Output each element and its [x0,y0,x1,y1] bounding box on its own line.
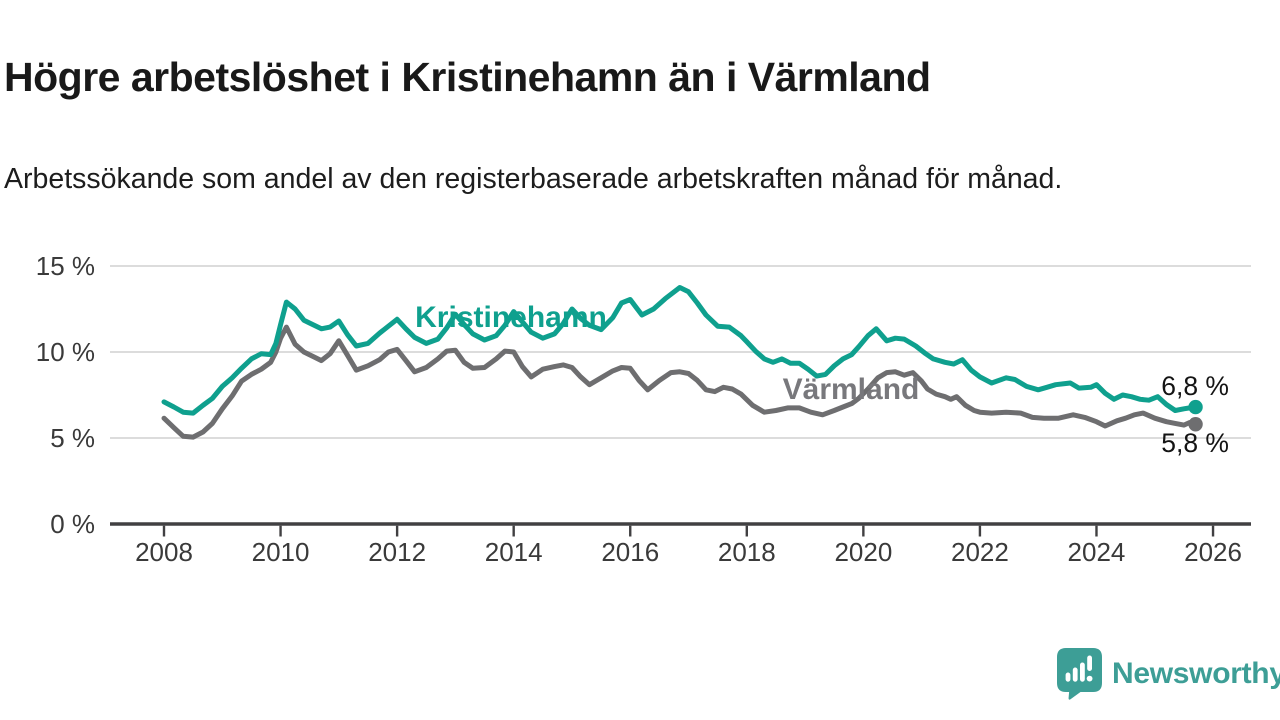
speech-bubble-shape [1057,648,1102,700]
x-tick-label-2016: 2016 [601,537,659,567]
x-tick-label-2026: 2026 [1184,537,1242,567]
x-tick-label-2008: 2008 [135,537,193,567]
newsworthy-wordmark: Newsworthy [1112,657,1280,690]
y-axis-tick-labels: 0 % 5 % 10 % 15 % [36,251,95,539]
end-dot-värmland [1188,417,1203,432]
series-end-markers: 6,8 % 5,8 % [1161,371,1229,458]
x-tick-label-2010: 2010 [252,537,310,567]
series-label-värmland: Värmland [783,373,920,406]
exclamation-dot [1086,675,1093,682]
data-series-lines [161,285,1199,440]
y-tick-label-15: 15 % [36,251,95,281]
x-tick-label-2024: 2024 [1068,537,1126,567]
chart-subtitle: Arbetssökande som andel av den registerb… [4,162,1063,195]
end-value-label-kristinehamn: 6,8 % [1161,371,1229,401]
y-tick-label-5: 5 % [50,423,95,453]
line-värmland [161,324,1199,440]
end-value-label-värmland: 5,8 % [1161,428,1229,458]
y-tick-label-0: 0 % [50,509,95,539]
bar-medium [1072,667,1078,682]
end-dot-kristinehamn [1188,399,1203,415]
x-tick-label-2022: 2022 [951,537,1009,567]
gridlines [110,265,1251,439]
bar-small [1065,672,1071,682]
y-tick-label-10: 10 % [36,337,95,367]
x-axis: 2008 2010 2012 2014 2016 2018 2020 2022 2024 2026 [110,522,1251,567]
newsworthy-branding: Newsworthy [1056,647,1280,701]
x-tick-label-2020: 2020 [834,537,892,567]
exclamation-bar [1087,655,1092,671]
x-tick-label-2018: 2018 [718,537,776,567]
series-inline-labels: Kristinehamn Värmland [415,301,919,406]
bar-tall [1080,662,1085,682]
line-kristinehamn [161,285,1199,416]
x-tick-label-2012: 2012 [368,537,426,567]
page-title: Högre arbetslöshet i Kristinehamn än i V… [4,54,931,101]
x-tick-label-2014: 2014 [485,537,543,567]
newsworthy-logo-icon [1057,648,1102,700]
series-label-kristinehamn: Kristinehamn [415,301,607,334]
